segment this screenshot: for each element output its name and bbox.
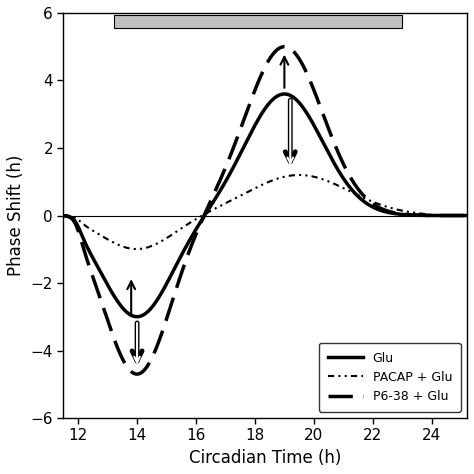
Bar (113, 15, 402, 28)
Y-axis label: Phase Shift (h): Phase Shift (h) (7, 155, 25, 276)
X-axis label: Circadian Time (h): Circadian Time (h) (189, 449, 341, 467)
Legend: Glu, PACAP + Glu, P6-38 + Glu: Glu, PACAP + Glu, P6-38 + Glu (319, 343, 461, 412)
